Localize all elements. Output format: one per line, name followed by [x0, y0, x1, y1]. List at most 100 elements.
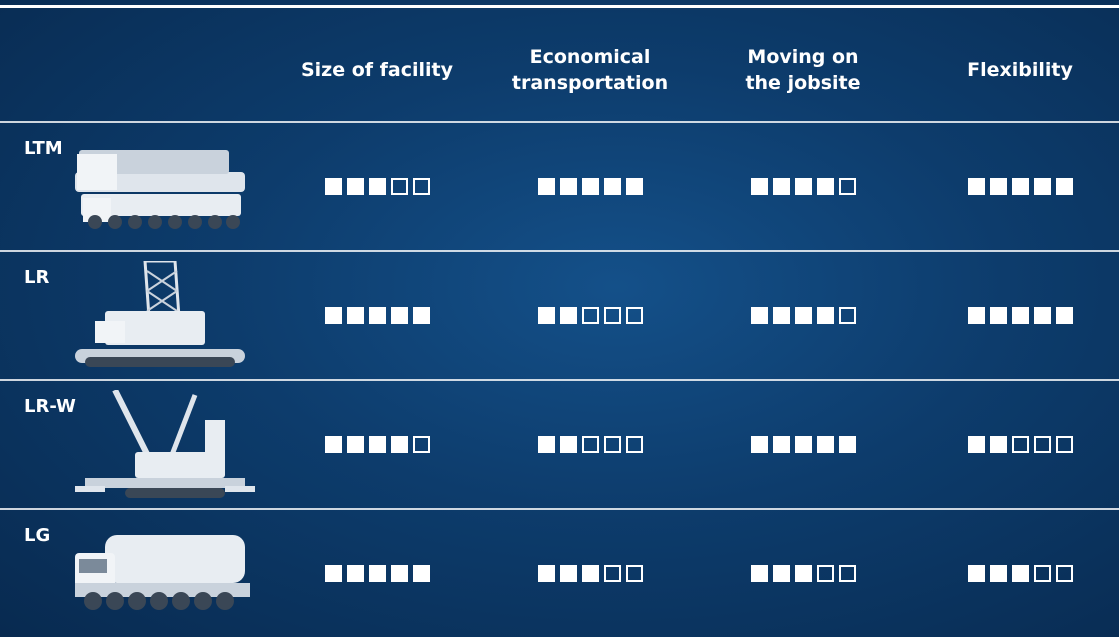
filled-square	[368, 564, 386, 582]
filled-square	[794, 306, 812, 324]
filled-square	[1033, 306, 1051, 324]
filled-square	[390, 564, 408, 582]
empty-square	[625, 435, 643, 453]
filled-square	[324, 435, 342, 453]
empty-square	[838, 306, 856, 324]
row-label: LG	[24, 525, 51, 546]
rating-squares	[967, 177, 1073, 195]
rating-squares	[967, 435, 1073, 453]
rating-squares	[750, 177, 856, 195]
filled-square	[559, 564, 577, 582]
rating-squares	[537, 564, 643, 582]
column-header: Moving on the jobsite	[745, 46, 861, 94]
empty-square	[1055, 564, 1073, 582]
filled-square	[989, 564, 1007, 582]
empty-square	[603, 306, 621, 324]
rating	[537, 306, 643, 324]
rating	[750, 306, 856, 324]
rating	[967, 435, 1073, 453]
rating-squares	[967, 564, 1073, 582]
filled-square	[1011, 306, 1029, 324]
filled-square	[967, 435, 985, 453]
empty-square	[581, 306, 599, 324]
filled-square	[794, 177, 812, 195]
empty-square	[816, 564, 834, 582]
rating	[324, 564, 430, 582]
rating	[967, 306, 1073, 324]
rating-squares	[324, 306, 430, 324]
filled-square	[412, 306, 430, 324]
filled-square	[750, 564, 768, 582]
filled-square	[1011, 177, 1029, 195]
filled-square	[772, 306, 790, 324]
row-label: LTM	[24, 138, 63, 159]
filled-square	[581, 177, 599, 195]
filled-square	[838, 435, 856, 453]
empty-square	[1033, 435, 1051, 453]
rating-squares	[750, 564, 856, 582]
filled-square	[625, 177, 643, 195]
top-rule	[0, 5, 1119, 8]
crane-image	[75, 150, 245, 229]
filled-square	[772, 177, 790, 195]
filled-square	[537, 435, 555, 453]
crane-image	[75, 261, 245, 367]
filled-square	[559, 306, 577, 324]
rating-squares	[324, 177, 430, 195]
rating	[967, 177, 1073, 195]
filled-square	[750, 177, 768, 195]
rating-squares	[537, 177, 643, 195]
column-header: Size of facility	[300, 59, 454, 81]
filled-square	[794, 564, 812, 582]
rating	[750, 177, 856, 195]
rating	[537, 564, 643, 582]
filled-square	[368, 306, 386, 324]
rating-squares	[750, 435, 856, 453]
rating	[324, 177, 430, 195]
filled-square	[1055, 306, 1073, 324]
empty-square	[838, 564, 856, 582]
rating-squares	[537, 435, 643, 453]
rating-squares	[537, 306, 643, 324]
filled-square	[368, 435, 386, 453]
rating	[750, 435, 856, 453]
row-divider	[0, 250, 1119, 252]
filled-square	[750, 306, 768, 324]
filled-square	[346, 306, 364, 324]
filled-square	[412, 564, 430, 582]
filled-square	[559, 435, 577, 453]
filled-square	[1011, 564, 1029, 582]
empty-square	[603, 435, 621, 453]
rating-squares	[324, 435, 430, 453]
rating	[750, 564, 856, 582]
row-label: LR	[24, 267, 50, 288]
row-divider	[0, 379, 1119, 381]
filled-square	[989, 435, 1007, 453]
rating	[537, 177, 643, 195]
filled-square	[346, 435, 364, 453]
row-divider	[0, 508, 1119, 510]
filled-square	[772, 435, 790, 453]
rating-squares	[324, 564, 430, 582]
filled-square	[559, 177, 577, 195]
crane-image	[75, 535, 250, 610]
filled-square	[346, 177, 364, 195]
filled-square	[537, 564, 555, 582]
filled-square	[816, 177, 834, 195]
filled-square	[989, 306, 1007, 324]
filled-square	[967, 177, 985, 195]
empty-square	[412, 435, 430, 453]
rating	[967, 564, 1073, 582]
filled-square	[368, 177, 386, 195]
empty-square	[1055, 435, 1073, 453]
empty-square	[1011, 435, 1029, 453]
empty-square	[581, 435, 599, 453]
filled-square	[967, 306, 985, 324]
rating-squares	[967, 306, 1073, 324]
filled-square	[324, 564, 342, 582]
filled-square	[324, 177, 342, 195]
column-header: Economical transportation	[511, 46, 669, 94]
empty-square	[838, 177, 856, 195]
filled-square	[989, 177, 1007, 195]
